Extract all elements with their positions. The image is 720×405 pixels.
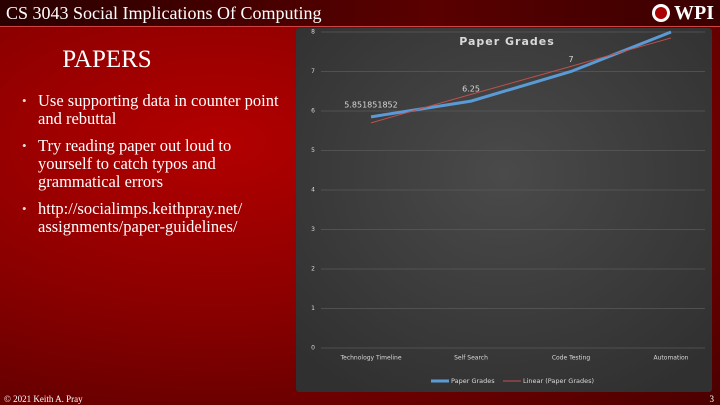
top-bar: CS 3043 Social Implications Of Computing… <box>0 0 720 27</box>
copyright: © 2021 Keith A. Pray <box>4 394 83 404</box>
x-tick-label: Self Search <box>454 355 488 362</box>
seal <box>652 4 670 22</box>
y-tick-label: 4 <box>311 187 315 194</box>
y-tick-label: 2 <box>311 266 315 273</box>
slide-heading: PAPERS <box>62 46 152 73</box>
chart-panel <box>296 28 712 392</box>
data-label: 7 <box>568 55 573 64</box>
bullet: Try reading paper out loud to yourself t… <box>20 137 285 191</box>
x-tick-label: Technology Timeline <box>339 355 401 362</box>
logo: WPI <box>651 1 714 25</box>
data-label: 6.25 <box>462 85 480 94</box>
y-tick-label: 0 <box>311 345 315 352</box>
legend-label: Linear (Paper Grades) <box>523 377 594 385</box>
y-tick-label: 7 <box>311 68 315 75</box>
bullet: http://socialimps.keithpray.net/ assignm… <box>20 200 285 236</box>
page-number: 3 <box>709 394 715 404</box>
y-tick-label: 8 <box>311 29 315 36</box>
logo-text: WPI <box>674 1 714 24</box>
chart: Paper Grades 0 1 2 3 4 5 6 7 8 Technology Timelin… <box>296 28 712 392</box>
bullet: Use supporting data in counter point and… <box>20 92 285 128</box>
y-tick-label: 6 <box>311 108 315 115</box>
data-label: 5.851851852 <box>344 100 397 109</box>
y-tick-label: 1 <box>311 305 315 312</box>
x-tick-label: Automation <box>654 355 689 362</box>
bullet-list: Use supporting data in counter point and… <box>20 92 285 245</box>
chart-title: Paper Grades <box>459 35 555 48</box>
x-tick-label: Code Testing <box>552 355 591 362</box>
course-title: CS 3043 Social Implications Of Computing <box>6 3 322 23</box>
y-tick-label: 5 <box>311 147 315 154</box>
series-line <box>370 37 672 124</box>
y-tick-label: 3 <box>311 226 315 233</box>
legend-label: Paper Grades <box>451 377 495 385</box>
